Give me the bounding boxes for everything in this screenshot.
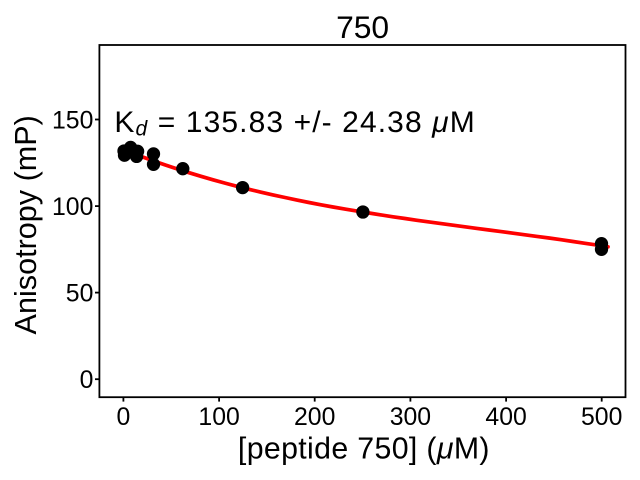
svg-text:50: 50 (66, 281, 94, 308)
svg-text:400: 400 (485, 404, 526, 431)
svg-text:0: 0 (117, 404, 131, 431)
svg-text:300: 300 (390, 404, 431, 431)
svg-text:Anisotropy (mP): Anisotropy (mP) (9, 115, 43, 334)
svg-text:100: 100 (52, 194, 93, 221)
svg-text:0: 0 (80, 367, 94, 394)
svg-text:100: 100 (198, 404, 239, 431)
svg-text:200: 200 (294, 404, 335, 431)
svg-text:[peptide 750] (μM): [peptide 750] (μM) (238, 432, 490, 465)
svg-text:Kd = 135.83 +/- 24.38 μM: Kd = 135.83 +/- 24.38 μM (114, 106, 475, 141)
svg-text:150: 150 (52, 108, 93, 135)
svg-text:750: 750 (336, 9, 389, 45)
svg-text:500: 500 (581, 404, 622, 431)
